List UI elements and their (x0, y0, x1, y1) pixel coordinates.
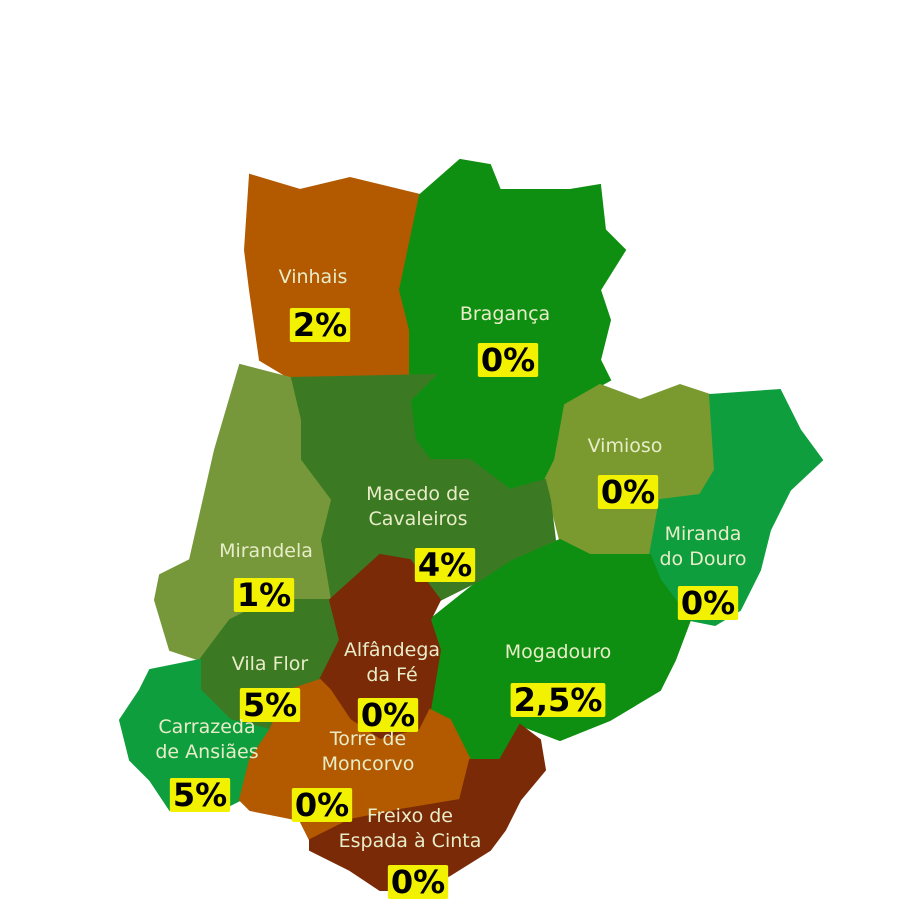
region-value: 0% (295, 786, 349, 824)
region-name: Vimioso (588, 435, 663, 457)
region-name: Moncorvo (322, 753, 415, 775)
value-box (233, 578, 295, 612)
region-name: Miranda (665, 523, 742, 545)
region-value: 0% (391, 863, 445, 901)
region-name: Carrazeda (158, 716, 255, 738)
region-name: Torre de (329, 728, 406, 750)
region-value: 0% (681, 584, 735, 622)
value-box (510, 683, 606, 717)
region-name: Mirandela (219, 540, 313, 562)
region-value: 2% (293, 306, 347, 344)
value-box (357, 698, 419, 732)
region-name: Mogadouro (505, 641, 611, 663)
labels: Vinhais 2% Bragança 0% Vimioso 0% Miranda do Do… (155, 266, 746, 901)
value-box (597, 475, 659, 509)
region-name: Freixo de (367, 805, 453, 827)
region-value: 1% (237, 576, 291, 614)
value-box (289, 308, 351, 342)
region-value: 0% (481, 341, 535, 379)
region-value: 0% (361, 696, 415, 734)
value-box (477, 343, 539, 377)
region-name: da Fé (366, 664, 417, 686)
region-value: 4% (418, 546, 472, 584)
value-box (414, 548, 476, 582)
region-name: do Douro (659, 548, 746, 570)
region-value: 5% (173, 776, 227, 814)
region-name: Alfândega (344, 639, 440, 661)
value-box (169, 778, 231, 812)
region-name: de Ansiães (155, 741, 258, 763)
region-name: Espada à Cinta (339, 830, 482, 852)
region-value: 0% (601, 473, 655, 511)
region-name: Bragança (460, 303, 550, 325)
region-name: Macedo de (366, 483, 470, 505)
region-value: 2,5% (514, 681, 603, 719)
region-name: Vinhais (279, 266, 348, 288)
value-box (239, 688, 301, 722)
value-box (291, 788, 353, 822)
region-value: 5% (243, 686, 297, 724)
value-box (677, 586, 739, 620)
region-name: Vila Flor (232, 653, 309, 675)
region-name: Cavaleiros (369, 508, 468, 530)
value-box (387, 865, 449, 899)
